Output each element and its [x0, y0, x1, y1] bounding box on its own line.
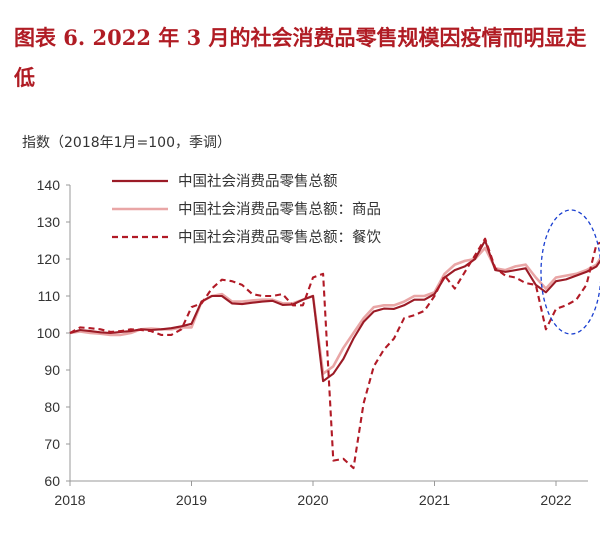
legend-label-1: 中国社会消费品零售总额	[178, 173, 338, 190]
y-tick-label: 110	[38, 288, 61, 304]
highlight-ellipse	[540, 209, 600, 335]
series-line-2	[69, 246, 600, 376]
x-tick-label: 2022	[540, 492, 571, 508]
y-tick-label: 90	[44, 362, 60, 378]
legend-label-2: 中国社会消费品零售总额：商品	[178, 201, 381, 218]
x-tick-label: 2019	[176, 492, 207, 508]
x-tick-label: 2018	[54, 492, 85, 508]
y-axis-caption: 指数（2018年1月=100，季调）	[22, 135, 231, 151]
y-tick-label: 100	[37, 325, 61, 341]
y-tick-label: 60	[44, 473, 60, 489]
series-layer	[69, 237, 600, 470]
series-line-1	[69, 239, 600, 383]
y-tick-label: 130	[37, 214, 61, 230]
y-tick-label: 80	[44, 399, 60, 415]
series-line-3	[69, 237, 600, 470]
x-tick-label: 2021	[419, 492, 450, 508]
y-tick-label: 140	[37, 177, 61, 193]
y-tick-label: 120	[37, 251, 61, 267]
axes: 60 70 80 90 100 110 120 130 140 2018 2019 2020 2021 2…	[37, 177, 588, 508]
legend-label-3: 中国社会消费品零售总额：餐饮	[178, 229, 381, 246]
x-tick-label: 2020	[297, 492, 328, 508]
page-title: 图表 6. 2022 年 3 月的社会消费品零售规模因疫情而明显走低	[14, 25, 587, 90]
y-tick-label: 70	[44, 436, 60, 452]
